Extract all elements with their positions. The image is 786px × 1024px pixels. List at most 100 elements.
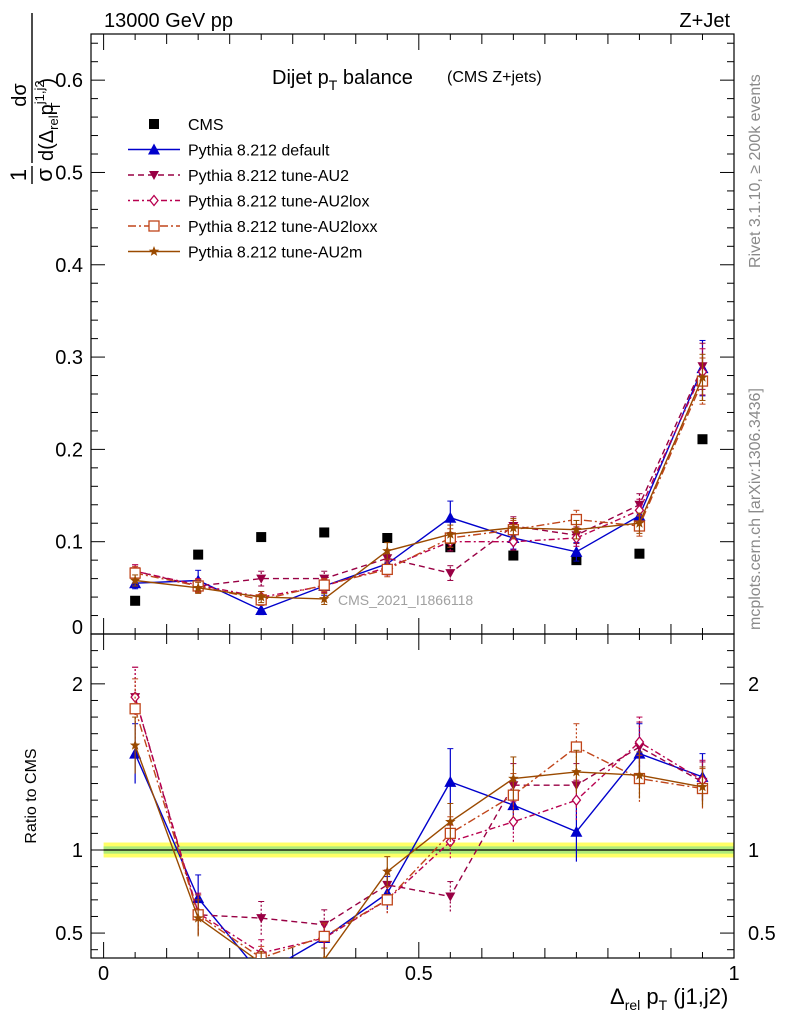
ratio-point-pythia-8-212-tune-au2lox xyxy=(508,815,519,828)
ratio-point-pythia-8-212-tune-au2 xyxy=(256,914,267,924)
data-point-cms xyxy=(193,549,204,560)
data-point-cms xyxy=(634,548,645,559)
data-point-pythia-8-212-tune-au2m xyxy=(571,524,582,535)
data-point-pythia-8-212-tune-au2m xyxy=(634,517,645,528)
ratio-point-pythia-8-212-default xyxy=(570,825,583,837)
ratio-point-pythia-8-212-tune-au2m xyxy=(697,781,708,792)
data-point-pythia-8-212-tune-au2m xyxy=(445,528,456,539)
top-ytick-label: 0.2 xyxy=(55,439,83,461)
ylabel-dsigma: dσ xyxy=(9,83,31,107)
series-line-pythia-8-212-tune-au2loxx xyxy=(134,380,704,601)
top-ytick-label: 0.1 xyxy=(55,532,83,554)
ratio-point-pythia-8-212-tune-au2m xyxy=(571,766,582,777)
ratio-point-pythia-8-212-tune-au2m xyxy=(445,816,456,827)
top-ytick-label: 0.3 xyxy=(55,347,83,369)
data-point-cms xyxy=(256,532,267,543)
ylabel-sigma: σ xyxy=(32,168,57,182)
ratio-point-pythia-8-212-tune-au2 xyxy=(445,892,456,902)
legend-label-pythia-8-212-tune-au2loxx: Pythia 8.212 tune-AU2loxx xyxy=(188,219,377,236)
bottom-plot-frame xyxy=(90,633,735,959)
data-point-cms xyxy=(319,527,330,538)
bottom-x-axis-label: Δrel pT (j1,j2) xyxy=(610,984,728,1013)
data-point-cms xyxy=(508,550,519,561)
series-line-pythia-8-212-tune-au2m xyxy=(135,377,704,600)
legend-marker-pythia-8-212-tune-au2m xyxy=(148,246,160,256)
data-point-pythia-8-212-tune-au2m xyxy=(192,582,204,593)
data-point-pythia-8-212-default xyxy=(255,604,268,615)
data-point-pythia-8-212-tune-au2m xyxy=(256,591,267,602)
legend-label-pythia-8-212-tune-au2lox: Pythia 8.212 tune-AU2lox xyxy=(188,194,369,211)
legend-marker-cms xyxy=(149,119,159,129)
legend-marker-pythia-8-212-default xyxy=(148,143,160,155)
mcplots-reference-label: mcplots.cern.ch [arXiv:1306.3436] xyxy=(747,388,764,630)
ratio-line-pythia-8-212-default xyxy=(134,752,703,958)
bottom-ytick-label: 0.5 xyxy=(55,923,83,945)
bottom-series-layer xyxy=(129,666,709,980)
rivet-version-label: Rivet 3.1.10, ≥ 200k events xyxy=(747,74,764,268)
top-chart-title-note: (CMS Z+jets) xyxy=(447,69,542,86)
top-chart-title: Dijet pT balance xyxy=(272,67,413,93)
legend-label-pythia-8-212-tune-au2m: Pythia 8.212 tune-AU2m xyxy=(188,245,362,262)
legend-marker-pythia-8-212-tune-au2loxx xyxy=(148,220,160,232)
bottom-ytick-label: 1 xyxy=(72,840,83,862)
ratio-point-pythia-8-212-default xyxy=(255,969,267,980)
data-point-pythia-8-212-tune-au2m xyxy=(129,575,141,585)
bottom-ytick-label-right: 0.5 xyxy=(748,923,776,945)
legend-marker-pythia-8-212-tune-au2 xyxy=(149,171,159,180)
bottom-ytick-label: 2 xyxy=(72,674,83,696)
ratio-point-pythia-8-212-tune-au2m xyxy=(192,912,204,923)
ratio-point-pythia-8-212-tune-au2m xyxy=(261,957,262,958)
ylabel-numerator-one: 1 xyxy=(6,169,31,181)
ratio-point-pythia-8-212-tune-au2m xyxy=(129,739,141,750)
ratio-point-pythia-8-212-default xyxy=(444,775,457,787)
data-point-pythia-8-212-default xyxy=(570,545,583,557)
title-suffix: balance xyxy=(337,67,413,89)
top-ytick-label: 0.6 xyxy=(55,70,83,92)
legend-label-pythia-8-212-default: Pythia 8.212 default xyxy=(188,143,330,160)
header-process-label: Z+Jet xyxy=(679,10,730,32)
bottom-ytick-label-right: 2 xyxy=(748,674,759,696)
series-line-pythia-8-212-default xyxy=(135,367,704,611)
data-point-pythia-8-212-tune-au2m xyxy=(382,545,393,556)
ratio-point-pythia-8-212-tune-au2loxx xyxy=(129,703,141,715)
ratio-point-pythia-8-212-tune-au2loxx xyxy=(381,894,393,906)
title-subscript: T xyxy=(329,77,338,93)
analysis-watermark: CMS_2021_I1866118 xyxy=(338,592,473,608)
data-point-pythia-8-212-tune-au2 xyxy=(256,574,267,584)
ratio-line-pythia-8-212-tune-au2m xyxy=(134,745,703,958)
ratio-point-pythia-8-212-tune-au2m xyxy=(382,866,393,876)
ratio-point-pythia-8-212-tune-au2m xyxy=(634,769,645,780)
ratio-line-pythia-8-212-tune-au2 xyxy=(134,696,703,926)
data-point-pythia-8-212-tune-au2loxx xyxy=(381,563,393,576)
ratio-point-pythia-8-212-tune-au2lox xyxy=(634,735,645,749)
bottom-xtick-label: 1 xyxy=(728,963,739,985)
ratio-point-pythia-8-212-tune-au2lox xyxy=(571,794,582,807)
data-point-cms xyxy=(382,533,393,543)
ratio-point-pythia-8-212-tune-au2loxx xyxy=(318,930,330,943)
legend-label-cms: CMS xyxy=(188,117,224,134)
top-ytick-label: 0.4 xyxy=(55,255,83,277)
bottom-xtick-label: 0.5 xyxy=(405,963,433,985)
legend-label-pythia-8-212-tune-au2: Pythia 8.212 tune-AU2 xyxy=(188,168,349,185)
data-point-pythia-8-212-tune-au2m xyxy=(319,593,330,604)
header-energy-label: 13000 GeV pp xyxy=(104,10,233,32)
ratio-line-pythia-8-212-tune-au2loxx xyxy=(134,708,703,958)
top-ytick-label: 0.5 xyxy=(55,162,83,184)
series-line-pythia-8-212-tune-au2lox xyxy=(134,371,704,598)
data-point-pythia-8-212-tune-au2m xyxy=(508,522,519,533)
data-point-pythia-8-212-tune-au2m xyxy=(697,371,708,382)
legend: CMS Pythia 8.212 default Pythia 8.212 tune… xyxy=(128,117,377,262)
data-point-cms xyxy=(130,595,141,606)
data-point-cms xyxy=(697,434,708,445)
top-series-layer xyxy=(129,339,709,616)
data-point-pythia-8-212-tune-au2 xyxy=(445,569,456,579)
bottom-y-axis-label: Ratio to CMS xyxy=(23,748,40,843)
legend-marker-pythia-8-212-tune-au2lox xyxy=(149,194,159,207)
bottom-xtick-label: 0 xyxy=(98,963,109,985)
ratio-line-pythia-8-212-tune-au2lox xyxy=(134,696,703,954)
data-point-pythia-8-212-tune-au2loxx xyxy=(318,579,330,591)
bottom-ytick-label-right: 1 xyxy=(748,840,759,862)
data-point-pythia-8-212-default xyxy=(444,511,457,523)
